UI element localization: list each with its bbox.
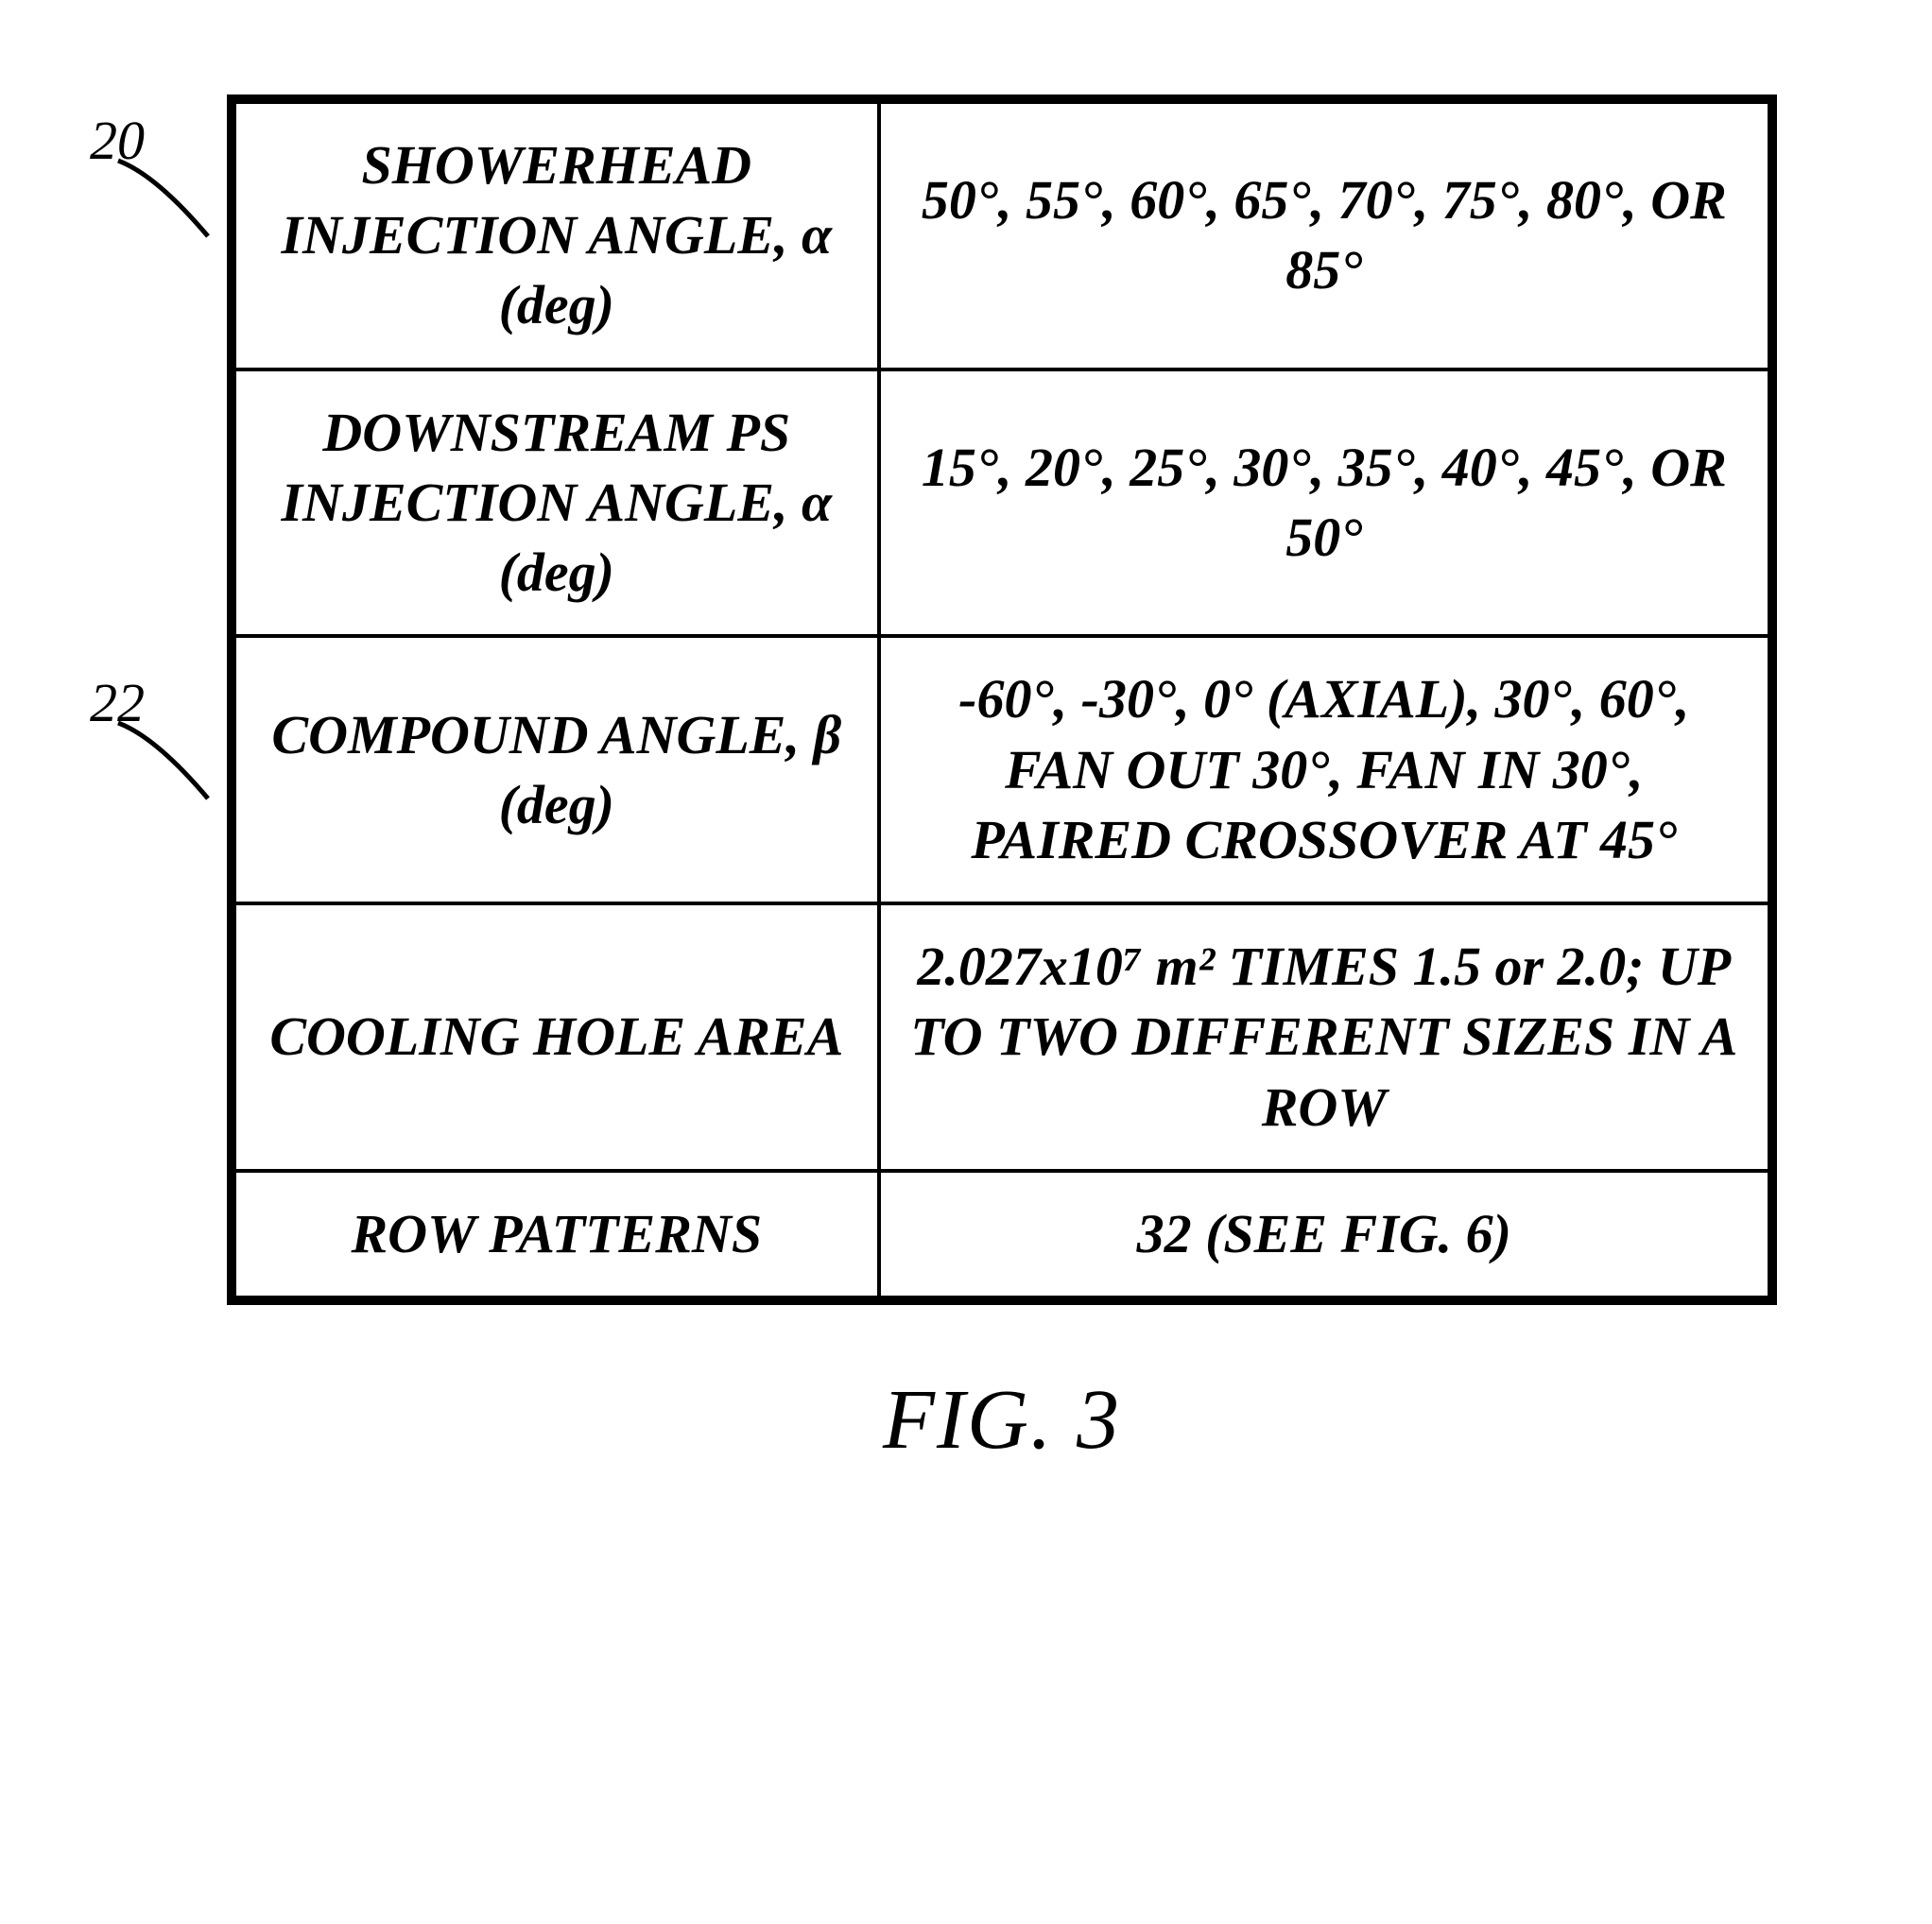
value-cell: -60°, -30°, 0° (AXIAL), 30°, 60°, FAN OU… [879,636,1772,903]
callout-22-leader [104,713,217,817]
value-cell: 2.027x10⁷ m² TIMES 1.5 or 2.0; UP TO TWO… [879,903,1772,1171]
param-cell: DOWNSTREAM PS INJECTION ANGLE, α (deg) [232,369,879,637]
callout-20-leader [104,151,217,255]
param-cell: COOLING HOLE AREA [232,903,879,1171]
param-cell: COMPOUND ANGLE, β (deg) [232,636,879,903]
table-row: ROW PATTERNS 32 (SEE FIG. 6) [232,1171,1772,1300]
parameter-table: SHOWERHEAD INJECTION ANGLE, α (deg) 50°,… [227,94,1777,1305]
table-row: DOWNSTREAM PS INJECTION ANGLE, α (deg) 1… [232,369,1772,637]
table-row: COMPOUND ANGLE, β (deg) -60°, -30°, 0° (… [232,636,1772,903]
callout-22: 22 [90,671,145,734]
value-cell: 32 (SEE FIG. 6) [879,1171,1772,1300]
table-row: COOLING HOLE AREA 2.027x10⁷ m² TIMES 1.5… [232,903,1772,1171]
value-cell: 50°, 55°, 60°, 65°, 70°, 75°, 80°, OR 85… [879,99,1772,369]
value-cell: 15°, 20°, 25°, 30°, 35°, 40°, 45°, OR 50… [879,369,1772,637]
figure-caption: FIG. 3 [227,1371,1777,1469]
param-cell: ROW PATTERNS [232,1171,879,1300]
table-row: SHOWERHEAD INJECTION ANGLE, α (deg) 50°,… [232,99,1772,369]
callout-20: 20 [90,109,145,172]
param-cell: SHOWERHEAD INJECTION ANGLE, α (deg) [232,99,879,369]
figure-wrapper: SHOWERHEAD INJECTION ANGLE, α (deg) 50°,… [227,94,1777,1469]
